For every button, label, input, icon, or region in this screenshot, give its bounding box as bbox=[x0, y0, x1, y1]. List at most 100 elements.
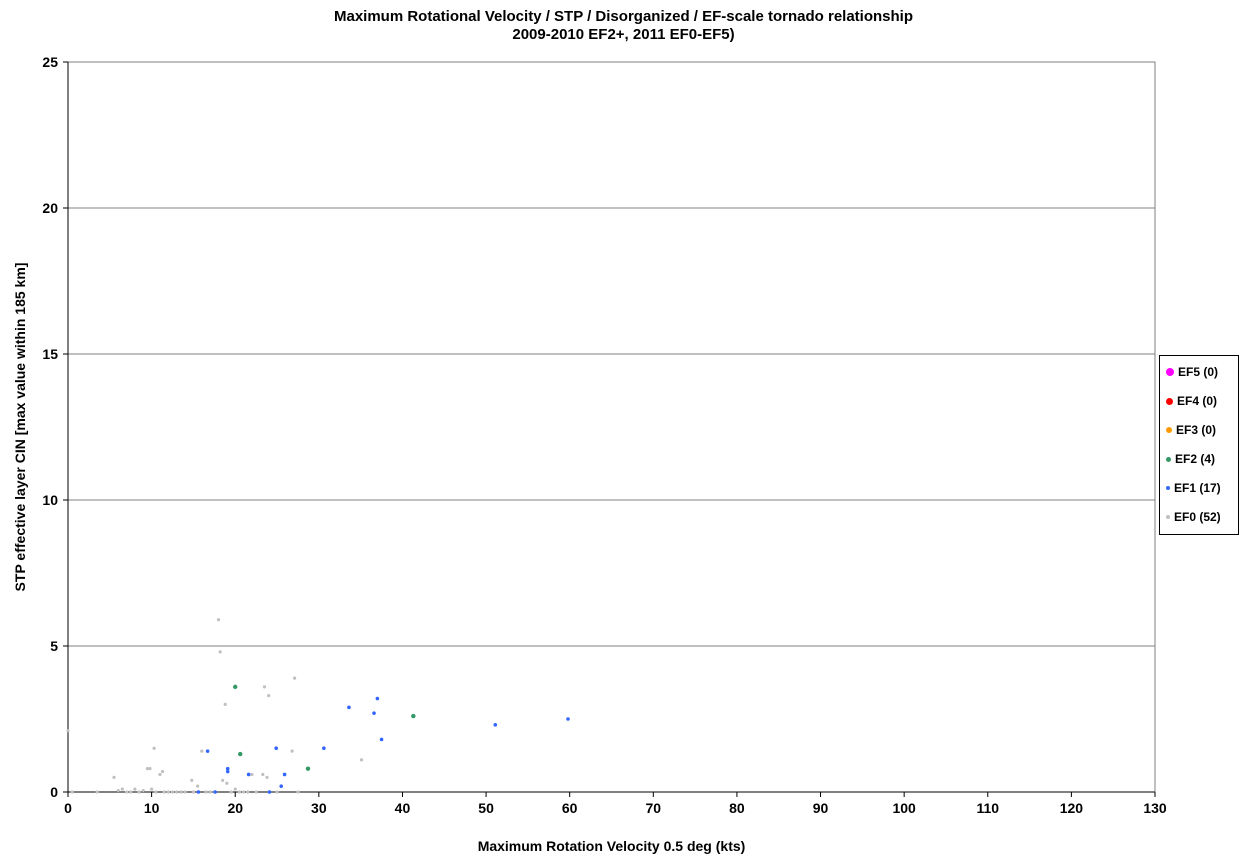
data-point-ef0 bbox=[133, 787, 137, 791]
data-point-ef0 bbox=[275, 790, 279, 794]
data-point-ef1 bbox=[274, 746, 279, 750]
x-tick-label: 60 bbox=[562, 800, 578, 816]
data-point-ef1 bbox=[493, 723, 498, 727]
data-point-ef0 bbox=[179, 790, 183, 794]
x-tick-label: 10 bbox=[144, 800, 160, 816]
data-point-ef0 bbox=[196, 784, 200, 788]
data-point-ef0 bbox=[120, 787, 124, 791]
data-point-ef0 bbox=[261, 772, 265, 777]
data-point-ef0 bbox=[221, 778, 225, 782]
data-point-ef0 bbox=[190, 778, 194, 782]
data-point-ef0 bbox=[129, 790, 133, 794]
data-point-ef0 bbox=[145, 767, 150, 771]
data-point-ef0 bbox=[241, 790, 246, 794]
data-point-ef0 bbox=[152, 746, 156, 750]
data-point-ef0 bbox=[229, 790, 233, 794]
legend-marker-ef5 bbox=[1166, 368, 1174, 376]
data-point-ef0 bbox=[359, 758, 364, 762]
legend-item-ef4: EF4 (0) bbox=[1166, 393, 1217, 409]
legend-item-ef5: EF5 (0) bbox=[1166, 364, 1218, 380]
data-point-ef0 bbox=[116, 788, 120, 793]
legend-label: EF5 (0) bbox=[1178, 365, 1219, 379]
data-point-ef0 bbox=[246, 790, 250, 794]
data-point-ef1 bbox=[267, 790, 272, 794]
data-point-ef1 bbox=[225, 769, 230, 774]
legend-marker-ef0 bbox=[1166, 515, 1170, 519]
data-point-ef0 bbox=[183, 790, 187, 794]
x-tick-label: 130 bbox=[1143, 800, 1167, 816]
data-point-ef2 bbox=[238, 751, 243, 757]
legend-item-ef3: EF3 (0) bbox=[1166, 422, 1216, 438]
x-tick-label: 50 bbox=[478, 800, 494, 816]
y-tick-label: 5 bbox=[50, 638, 58, 654]
legend-marker-ef1 bbox=[1166, 486, 1170, 490]
x-axis-label: Maximum Rotation Velocity 0.5 deg (kts) bbox=[478, 838, 746, 854]
data-point-ef0 bbox=[158, 772, 162, 777]
plot-area bbox=[67, 61, 1156, 793]
x-tick-label: 20 bbox=[227, 800, 243, 816]
data-point-ef0 bbox=[160, 769, 165, 774]
data-point-ef0 bbox=[148, 767, 152, 771]
x-tick-label: 40 bbox=[395, 800, 411, 816]
chart-title: Maximum Rotational Velocity / STP / Diso… bbox=[333, 8, 913, 25]
y-tick-label: 25 bbox=[42, 54, 58, 70]
legend-item-ef0: EF0 (52) bbox=[1166, 509, 1221, 525]
data-point-ef0 bbox=[292, 676, 297, 680]
data-point-ef0 bbox=[175, 790, 179, 794]
data-point-ef0 bbox=[265, 775, 269, 780]
data-point-ef0 bbox=[191, 790, 196, 794]
data-point-ef0 bbox=[250, 772, 254, 777]
data-point-ef1 bbox=[322, 746, 326, 750]
legend-label: EF2 (4) bbox=[1175, 452, 1216, 466]
y-tick-label: 20 bbox=[42, 200, 58, 216]
data-point-ef2 bbox=[233, 684, 238, 690]
data-point-ef0 bbox=[267, 694, 271, 698]
x-tick-label: 70 bbox=[646, 800, 662, 816]
legend-item-ef2: EF2 (4) bbox=[1166, 451, 1215, 467]
legend-label: EF4 (0) bbox=[1177, 394, 1218, 408]
data-point-ef0 bbox=[204, 790, 208, 794]
data-point-ef0 bbox=[141, 788, 145, 793]
data-point-ef0 bbox=[262, 685, 267, 689]
data-point-ef1 bbox=[375, 696, 380, 701]
data-point-ef0 bbox=[170, 790, 175, 794]
data-point-ef0 bbox=[233, 787, 237, 791]
data-point-ef1 bbox=[213, 790, 217, 794]
data-point-ef0 bbox=[254, 790, 258, 794]
data-point-ef2 bbox=[305, 766, 311, 771]
data-point-ef0 bbox=[208, 790, 212, 794]
data-point-ef0 bbox=[124, 790, 129, 794]
x-tick-label: 0 bbox=[64, 800, 72, 816]
legend: EF5 (0) EF4 (0) EF3 (0) EF2 (4) EF1 (17) EF0 … bbox=[1159, 355, 1239, 535]
data-point-ef1 bbox=[196, 790, 201, 794]
legend-label: EF1 (17) bbox=[1174, 481, 1221, 495]
y-tick-label: 15 bbox=[42, 346, 58, 362]
x-tick-label: 80 bbox=[729, 800, 745, 816]
data-point-ef0 bbox=[216, 618, 221, 622]
x-tick-label: 120 bbox=[1060, 800, 1084, 816]
data-point-ef0 bbox=[70, 790, 74, 794]
y-axis-label: STP effective layer CIN [max value withi… bbox=[12, 263, 28, 592]
data-point-ef0 bbox=[154, 790, 158, 794]
data-point-ef1 bbox=[225, 766, 230, 771]
legend-item-ef1: EF1 (17) bbox=[1166, 480, 1221, 496]
data-point-ef2 bbox=[411, 713, 416, 719]
data-point-ef0 bbox=[162, 790, 166, 794]
data-point-ef0 bbox=[237, 790, 242, 794]
data-point-ef0 bbox=[225, 781, 229, 785]
data-point-ef1 bbox=[246, 772, 251, 777]
legend-marker-ef4 bbox=[1166, 397, 1173, 405]
y-tick-label: 10 bbox=[42, 492, 58, 508]
y-tick-label: 0 bbox=[50, 784, 58, 800]
data-point-ef0 bbox=[200, 749, 204, 753]
data-point-ef0 bbox=[112, 775, 116, 780]
data-point-ef1 bbox=[205, 749, 210, 753]
data-point-ef0 bbox=[218, 650, 222, 654]
data-point-ef0 bbox=[223, 702, 227, 707]
data-point-ef1 bbox=[566, 717, 570, 721]
x-tick-label: 110 bbox=[976, 800, 999, 816]
data-point-ef0 bbox=[290, 749, 294, 753]
data-point-ef0 bbox=[66, 729, 70, 733]
data-point-ef0 bbox=[150, 787, 154, 791]
